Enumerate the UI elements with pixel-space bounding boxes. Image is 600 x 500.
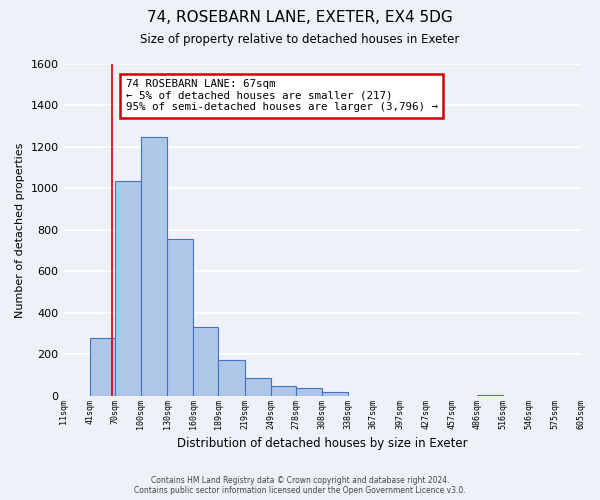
Bar [89, 338, 115, 396]
Bar [271, 386, 296, 396]
Bar [115, 181, 141, 396]
Text: 74, ROSEBARN LANE, EXETER, EX4 5DG: 74, ROSEBARN LANE, EXETER, EX4 5DG [147, 10, 453, 25]
Bar [167, 240, 193, 396]
Bar [477, 395, 503, 396]
Bar [141, 136, 167, 396]
Y-axis label: Number of detached properties: Number of detached properties [15, 142, 25, 318]
Text: Size of property relative to detached houses in Exeter: Size of property relative to detached ho… [140, 32, 460, 46]
X-axis label: Distribution of detached houses by size in Exeter: Distribution of detached houses by size … [177, 437, 467, 450]
Bar [245, 378, 271, 396]
Text: 74 ROSEBARN LANE: 67sqm
← 5% of detached houses are smaller (217)
95% of semi-de: 74 ROSEBARN LANE: 67sqm ← 5% of detached… [125, 79, 437, 112]
Bar [218, 360, 245, 396]
Text: Contains HM Land Registry data © Crown copyright and database right 2024.
Contai: Contains HM Land Registry data © Crown c… [134, 476, 466, 495]
Bar [193, 328, 218, 396]
Bar [296, 388, 322, 396]
Bar [322, 392, 348, 396]
